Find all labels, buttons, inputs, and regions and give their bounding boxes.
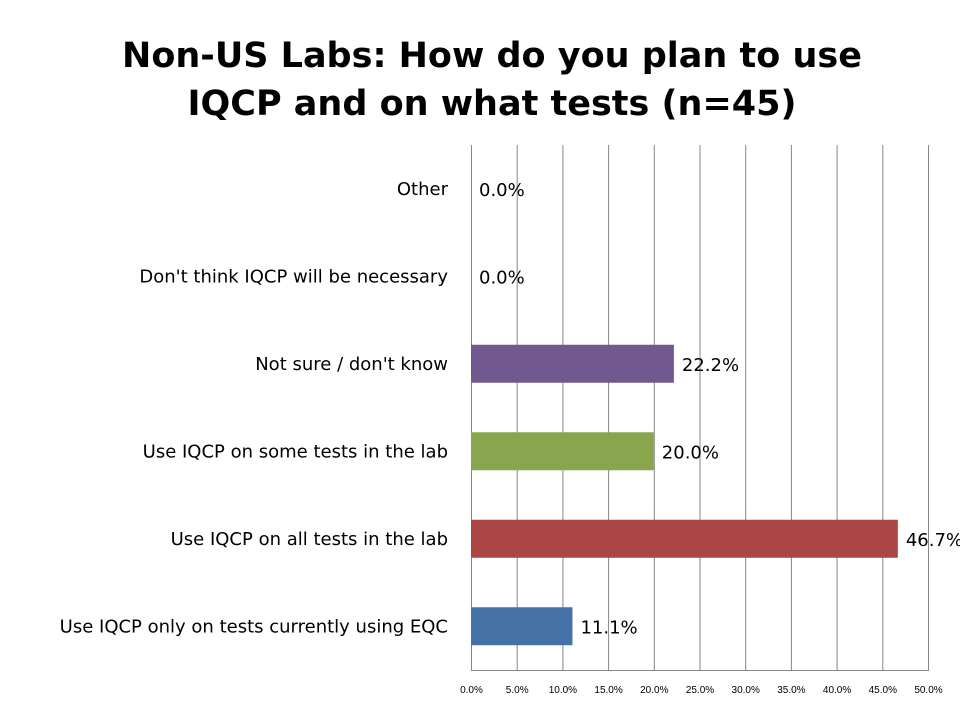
bar: [471, 432, 654, 471]
data-label: 0.0%: [479, 180, 525, 201]
x-tick-label: 25.0%: [686, 685, 714, 696]
x-tick-label: 5.0%: [506, 685, 529, 696]
x-tick-label: 10.0%: [549, 685, 577, 696]
data-label: 0.0%: [479, 267, 525, 288]
x-tick-label: 45.0%: [869, 685, 897, 696]
data-label: 46.7%: [906, 530, 960, 551]
category-label: Use IQCP on some tests in the lab: [143, 441, 448, 462]
x-tick-label: 40.0%: [823, 685, 851, 696]
data-label: 22.2%: [682, 355, 739, 376]
x-tick-label: 15.0%: [594, 685, 622, 696]
bar: [471, 607, 573, 646]
chart-title-line-2: IQCP and on what tests (n=45): [187, 84, 797, 124]
chart-title: Non-US Labs: How do you plan to use IQCP…: [0, 32, 960, 128]
data-label: 11.1%: [580, 617, 637, 638]
category-label: Other: [397, 179, 449, 200]
chart-title-line-1: Non-US Labs: How do you plan to use: [122, 36, 862, 76]
bar: [471, 344, 674, 383]
x-tick-label: 20.0%: [640, 685, 668, 696]
category-label: Use IQCP only on tests currently using E…: [60, 616, 448, 637]
x-tick-label: 30.0%: [732, 685, 760, 696]
x-tick-label: 0.0%: [460, 685, 483, 696]
category-label: Not sure / don't know: [255, 354, 448, 375]
category-label: Use IQCP on all tests in the lab: [171, 529, 448, 550]
bar: [471, 519, 898, 558]
x-tick-label: 35.0%: [777, 685, 805, 696]
data-label: 20.0%: [662, 442, 719, 463]
x-tick-label: 50.0%: [914, 685, 942, 696]
category-label: Don't think IQCP will be necessary: [139, 266, 448, 287]
